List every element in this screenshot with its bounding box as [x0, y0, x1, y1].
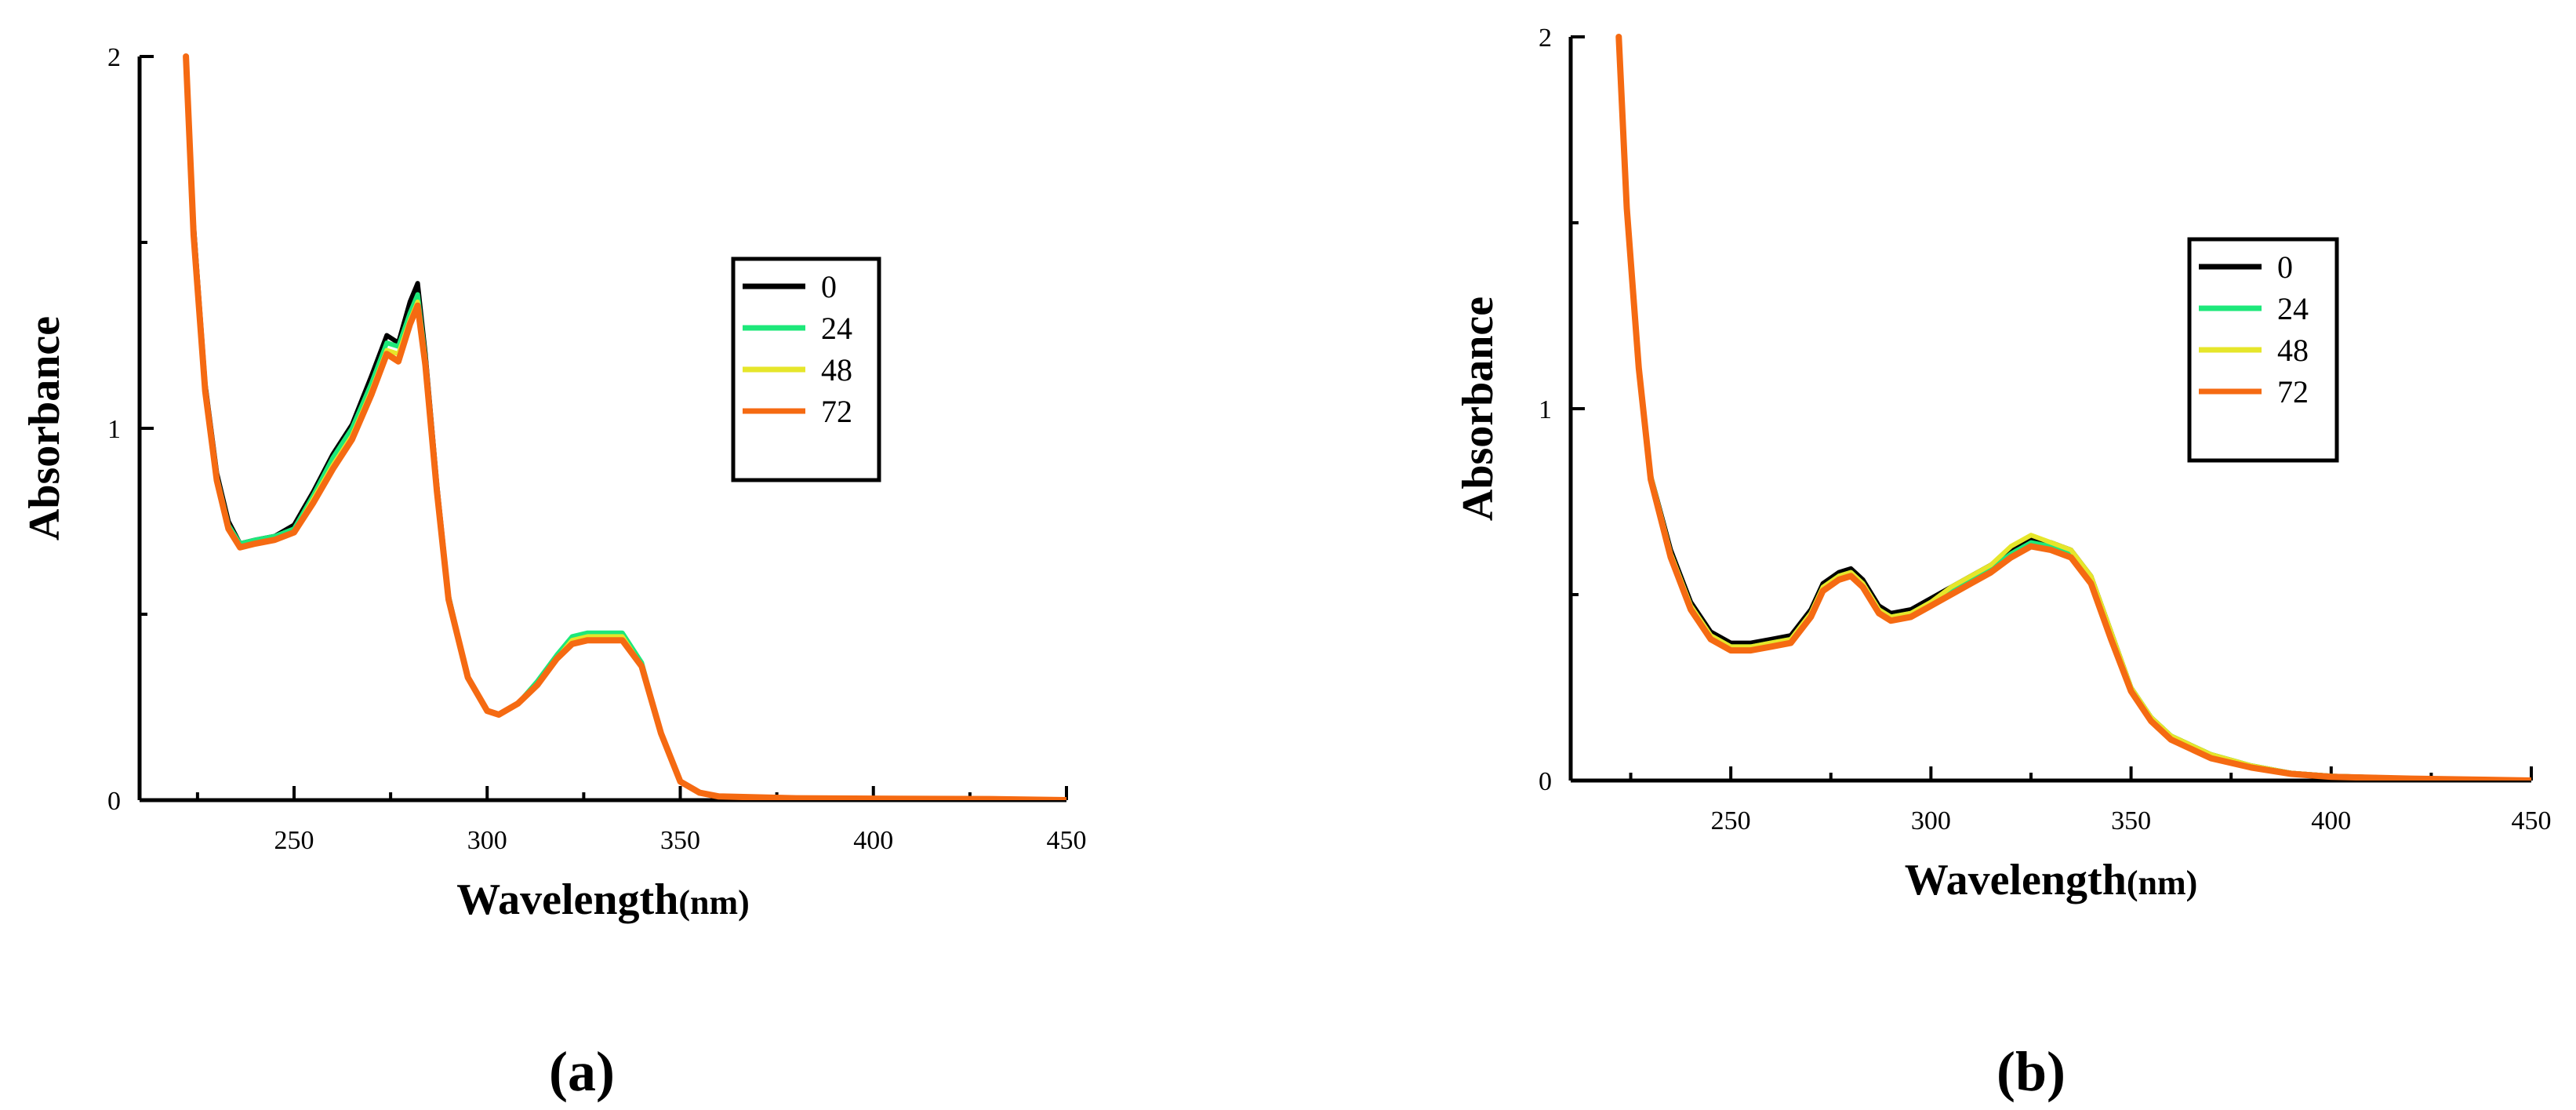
legend-label: 24	[2277, 291, 2309, 326]
legend-label: 72	[821, 394, 852, 429]
series-line-48	[183, 54, 1066, 800]
y-tick-label: 2	[107, 43, 121, 72]
x-tick-label: 400	[2311, 806, 2351, 835]
x-tick-label: 250	[274, 826, 314, 855]
y-tick-label: 0	[107, 787, 121, 816]
series-line-48	[1616, 35, 2531, 781]
x-tick-label: 250	[1711, 806, 1751, 835]
legend-label: 48	[2277, 333, 2309, 368]
legend-label: 24	[821, 311, 852, 346]
panel-caption: (b)	[1996, 1040, 2066, 1103]
x-tick-label: 400	[853, 826, 893, 855]
legend-label: 48	[821, 352, 852, 388]
legend-label: 72	[2277, 374, 2309, 409]
legend: 0 24 48 72	[731, 257, 881, 482]
legend-label: 0	[821, 269, 837, 304]
legend: 0 24 48 72	[2187, 237, 2339, 463]
x-tick-label: 300	[1911, 806, 1951, 835]
x-tick-label: 300	[467, 826, 507, 855]
panel-caption: (a)	[549, 1040, 615, 1103]
y-axis-title: Absorbance	[20, 316, 69, 540]
series-line-72	[1615, 34, 2531, 781]
plot-area	[183, 53, 1066, 800]
series-line-0	[1616, 35, 2531, 781]
x-tick-label: 350	[2111, 806, 2151, 835]
panel-caption-text: (b)	[1996, 1040, 2066, 1103]
y-tick-label: 1	[107, 415, 121, 444]
x-axis-unit: (nm)	[678, 883, 749, 922]
y-axis-title: Absorbance	[1454, 297, 1502, 521]
x-axis-title: Wavelength(nm)	[1905, 856, 2198, 904]
y-tick-label: 0	[1539, 767, 1552, 796]
plot-area	[1615, 34, 2531, 781]
legend-label: 0	[2277, 249, 2293, 285]
x-axis-title: Wavelength(nm)	[456, 875, 750, 924]
x-axis-title-text: Wavelength	[456, 875, 678, 924]
x-tick-label: 450	[2512, 806, 2552, 835]
panel-caption-text: (a)	[549, 1040, 615, 1103]
x-tick-label: 350	[660, 826, 700, 855]
x-axis-title-text: Wavelength	[1905, 856, 2127, 904]
x-axis-unit: (nm)	[2127, 864, 2197, 902]
y-tick-label: 1	[1539, 395, 1552, 424]
series-line-24	[1616, 35, 2531, 781]
panel-b-chart: 250 300 350 400 450 0 1 2 Wavelength(nm) Absorban…	[1454, 24, 2552, 1103]
series-line-24	[183, 54, 1066, 800]
panel-a-chart: 250 300 350 400 450 0 1 2 Wavelength(nm) Absorban…	[20, 43, 1087, 1103]
y-tick-label: 2	[1539, 24, 1552, 53]
series-line-0	[183, 54, 1066, 800]
series-line-72	[183, 53, 1066, 800]
x-tick-label: 450	[1047, 826, 1087, 855]
